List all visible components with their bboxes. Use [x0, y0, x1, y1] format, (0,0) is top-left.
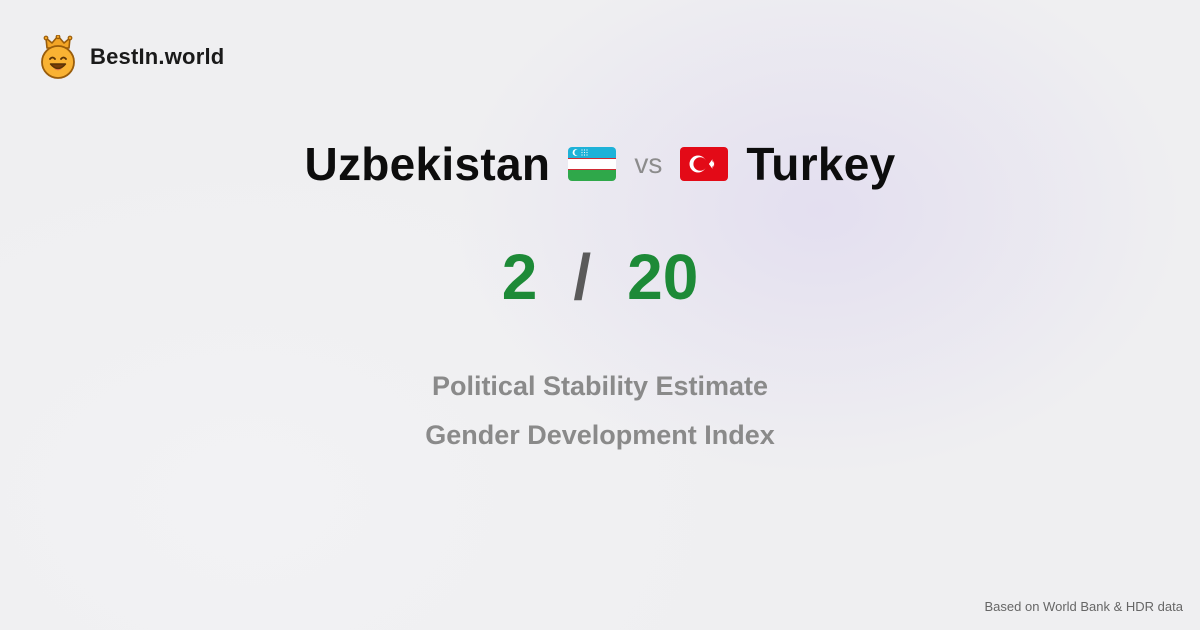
right-score: 20 — [627, 241, 699, 313]
comparison-title: Uzbekistan vs — [0, 132, 1200, 196]
metric-list: Political Stability Estimate Gender Deve… — [0, 362, 1200, 460]
vs-label: vs — [634, 148, 663, 179]
turkey-flag-icon — [680, 147, 729, 181]
score-display: 2 / 20 — [0, 240, 1200, 314]
crown-smiley-icon — [41, 35, 75, 79]
brand-name: BestIn.world — [90, 44, 225, 69]
right-country-name: Turkey — [746, 138, 896, 190]
left-score: 2 — [501, 241, 538, 313]
data-source-note: Based on World Bank & HDR data — [984, 599, 1183, 614]
brand[interactable]: BestIn.world — [38, 35, 224, 79]
metric-item: Gender Development Index — [425, 420, 775, 450]
uzbekistan-flag-icon — [568, 147, 617, 181]
left-country-name: Uzbekistan — [304, 138, 551, 190]
score-separator: / — [573, 241, 592, 313]
metric-item: Political Stability Estimate — [431, 371, 769, 401]
